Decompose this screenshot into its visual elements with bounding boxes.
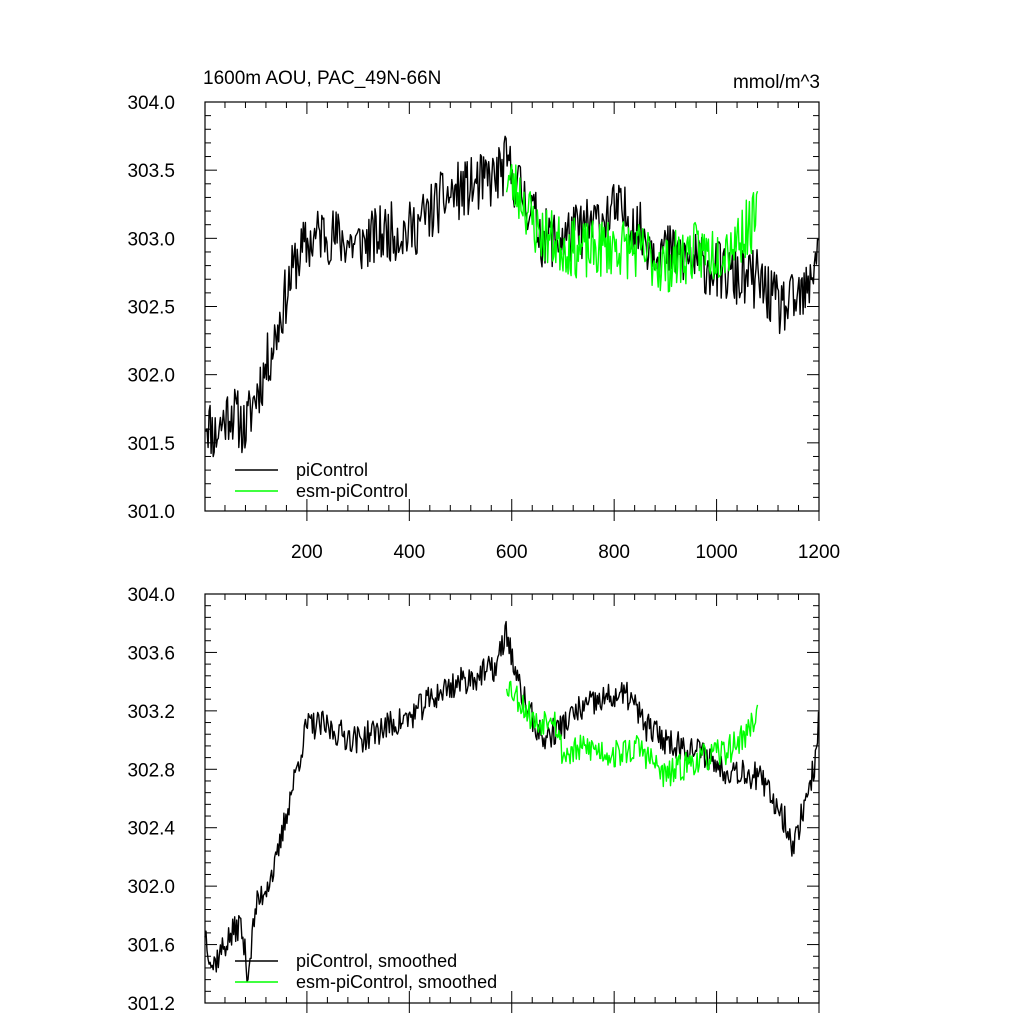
y-tick-label: 303.6 <box>127 643 175 664</box>
x-tick-label: 200 <box>291 542 323 563</box>
y-tick-label: 301.6 <box>127 936 175 957</box>
legend-label: piControl, smoothed <box>296 951 457 971</box>
legend-label: piControl <box>296 460 368 480</box>
panel-bottom: 301.2 301.6 302.0 302.4 302.8 303.2 303.6 304.0… <box>127 585 820 1015</box>
y-tick-label: 301.2 <box>127 994 175 1015</box>
y-tick-label: 301.0 <box>127 502 175 523</box>
legend-label: esm-piControl, smoothed <box>296 972 497 992</box>
y-tick-label: 303.5 <box>127 161 175 182</box>
series-line-esm-picontrol <box>505 163 759 293</box>
y-tick-label: 303.2 <box>127 702 175 723</box>
series-line-esm-picontrol-smoothed <box>505 680 759 788</box>
panel1-units: mmol/m^3 <box>733 72 820 93</box>
y-tick-label: 302.5 <box>127 298 175 319</box>
y-tick-label: 304.0 <box>127 93 175 114</box>
panel1-title: 1600m AOU, PAC_49N-66N <box>203 68 441 89</box>
y-tick-label: 301.5 <box>127 434 175 455</box>
series-line-picontrol-smoothed <box>204 620 820 983</box>
y-tick-label: 304.0 <box>127 585 175 606</box>
y-tick-label: 302.0 <box>127 366 175 387</box>
x-tick-label: 800 <box>598 542 630 563</box>
x-tick-label: 600 <box>496 542 528 563</box>
plot-frame <box>204 101 820 512</box>
y-tick-label: 303.0 <box>127 229 175 250</box>
x-tick-label: 400 <box>393 542 425 563</box>
y-tick-label: 302.8 <box>127 760 175 781</box>
x-tick-label: 1000 <box>695 542 737 563</box>
x-tick-label: 1200 <box>798 542 840 563</box>
legend-label: esm-piControl <box>296 481 408 501</box>
y-tick-label: 302.0 <box>127 877 175 898</box>
panel-top: 301.0 301.5 302.0 302.5 303.0 303.5 304.0 200 40… <box>127 93 840 563</box>
y-tick-label: 302.4 <box>127 819 175 840</box>
